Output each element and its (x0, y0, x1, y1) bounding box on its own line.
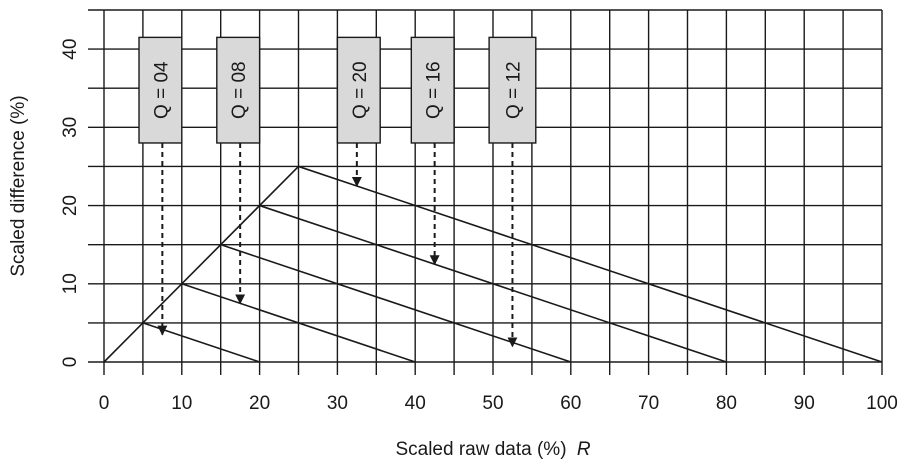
arrows (157, 142, 518, 348)
x-tick-label: 100 (866, 393, 898, 414)
y-tick-label: 10 (60, 273, 81, 294)
x-axis-label-text: Scaled raw data (%) (395, 439, 566, 460)
series-line (259, 204, 727, 363)
x-tick-label: 80 (716, 393, 737, 414)
q-label-box (488, 36, 537, 144)
y-axis-label: Scaled difference (%) (8, 95, 29, 276)
q-label-text: Q = 08 (229, 61, 250, 119)
x-axis-label-symbol: R (577, 439, 591, 460)
series-line (181, 283, 416, 363)
series-line (142, 322, 260, 363)
q-label-box (336, 36, 381, 144)
q-label-text: Q = 04 (151, 61, 172, 119)
y-tick-label: 40 (60, 39, 81, 60)
x-tick-label: 30 (327, 393, 348, 414)
envelope-line (103, 165, 300, 363)
series-line (298, 165, 883, 363)
q-label-text: Q = 16 (424, 61, 445, 119)
labels: Scaled difference (%) Scaled raw data (%… (8, 95, 591, 460)
x-tick-label: 90 (794, 393, 815, 414)
x-tick-label: 20 (249, 393, 270, 414)
x-tick-label: 60 (560, 393, 581, 414)
x-axis-label: Scaled raw data (%) R (395, 439, 590, 460)
axes: 0 10 20 30 40 50 60 70 80 90 100 0 10 20 30 40 (60, 39, 898, 414)
y-tick-label: 20 (60, 195, 81, 216)
q-label-text: Q = 12 (503, 61, 524, 119)
grid (88, 9, 883, 375)
q-label-box (410, 36, 455, 144)
q-label-text: Q = 20 (350, 61, 371, 119)
series-line (220, 243, 572, 363)
q-label-box (216, 36, 261, 144)
y-tick-label: 0 (60, 357, 81, 368)
x-tick-label: 10 (171, 393, 192, 414)
x-tick-label: 0 (99, 393, 110, 414)
x-tick-label: 70 (638, 393, 659, 414)
x-tick-label: 50 (482, 393, 503, 414)
q-label-box (138, 36, 183, 144)
q-label-boxes: Q = 04 Q = 08 Q = 20 Q = 16 Q = 12 (138, 36, 537, 144)
y-tick-label: 30 (60, 117, 81, 138)
x-tick-label: 40 (405, 393, 426, 414)
